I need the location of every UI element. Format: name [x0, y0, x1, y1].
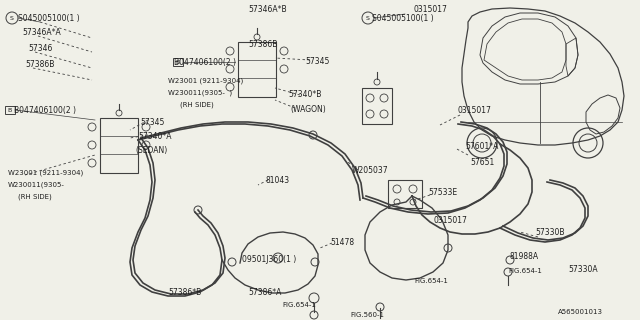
Text: (RH SIDE): (RH SIDE) [180, 102, 214, 108]
Bar [388, 180, 422, 208]
Text: 57386*B: 57386*B [168, 288, 201, 297]
Text: 81988A: 81988A [510, 252, 539, 261]
Text: S045005100(1 ): S045005100(1 ) [18, 14, 79, 23]
Text: (SEDAN): (SEDAN) [135, 146, 167, 155]
Text: 57651: 57651 [470, 158, 494, 167]
Text: S: S [366, 15, 370, 20]
Text: 57330B: 57330B [535, 228, 564, 237]
Text: FIG.654-1: FIG.654-1 [508, 268, 542, 274]
Bar [173, 58, 183, 66]
Text: S045005100(1 ): S045005100(1 ) [372, 14, 434, 23]
Text: (RH SIDE): (RH SIDE) [18, 194, 52, 201]
Text: 57346: 57346 [28, 44, 52, 53]
Text: W230011(9305-  ): W230011(9305- ) [168, 90, 232, 97]
Text: 0315017: 0315017 [414, 5, 448, 14]
Text: 0315017: 0315017 [458, 106, 492, 115]
Text: A565001013: A565001013 [558, 309, 603, 315]
Bar [238, 42, 276, 97]
Text: 81043: 81043 [265, 176, 289, 185]
Text: 57386B: 57386B [25, 60, 54, 69]
Text: 0315017: 0315017 [433, 216, 467, 225]
Text: 51478: 51478 [330, 238, 354, 247]
Text: 57386*A: 57386*A [248, 288, 282, 297]
Text: W23001 (9211-9304): W23001 (9211-9304) [8, 170, 83, 177]
Text: 57345: 57345 [140, 118, 164, 127]
Text: 57346A*A: 57346A*A [22, 28, 61, 37]
Bar [100, 118, 138, 173]
Text: 57601*A: 57601*A [465, 142, 499, 151]
Text: W205037: W205037 [352, 166, 388, 175]
Text: B: B [176, 60, 180, 65]
Text: B: B [8, 108, 12, 113]
Text: 57345: 57345 [305, 57, 330, 66]
Text: FIG.654-1: FIG.654-1 [414, 278, 448, 284]
Text: 57346A*B: 57346A*B [248, 5, 287, 14]
Text: S: S [10, 15, 14, 20]
Text: W23001 (9211-9304): W23001 (9211-9304) [168, 78, 243, 84]
Text: W230011(9305-: W230011(9305- [8, 182, 65, 188]
Bar [362, 88, 392, 124]
Text: FIG.654-1: FIG.654-1 [282, 302, 316, 308]
Text: 57533E: 57533E [428, 188, 457, 197]
Text: 57340*A: 57340*A [138, 132, 172, 141]
Text: 57340*B: 57340*B [288, 90, 321, 99]
Text: B047406100(2 ): B047406100(2 ) [14, 106, 76, 115]
Text: (WAGON): (WAGON) [290, 105, 326, 114]
Bar [5, 106, 15, 114]
Text: B047406100(2 ): B047406100(2 ) [174, 58, 236, 67]
Text: 09501J360(1 ): 09501J360(1 ) [242, 255, 296, 264]
Text: 57386B: 57386B [248, 40, 277, 49]
Text: FIG.560-1: FIG.560-1 [350, 312, 384, 318]
Text: 57330A: 57330A [568, 265, 598, 274]
